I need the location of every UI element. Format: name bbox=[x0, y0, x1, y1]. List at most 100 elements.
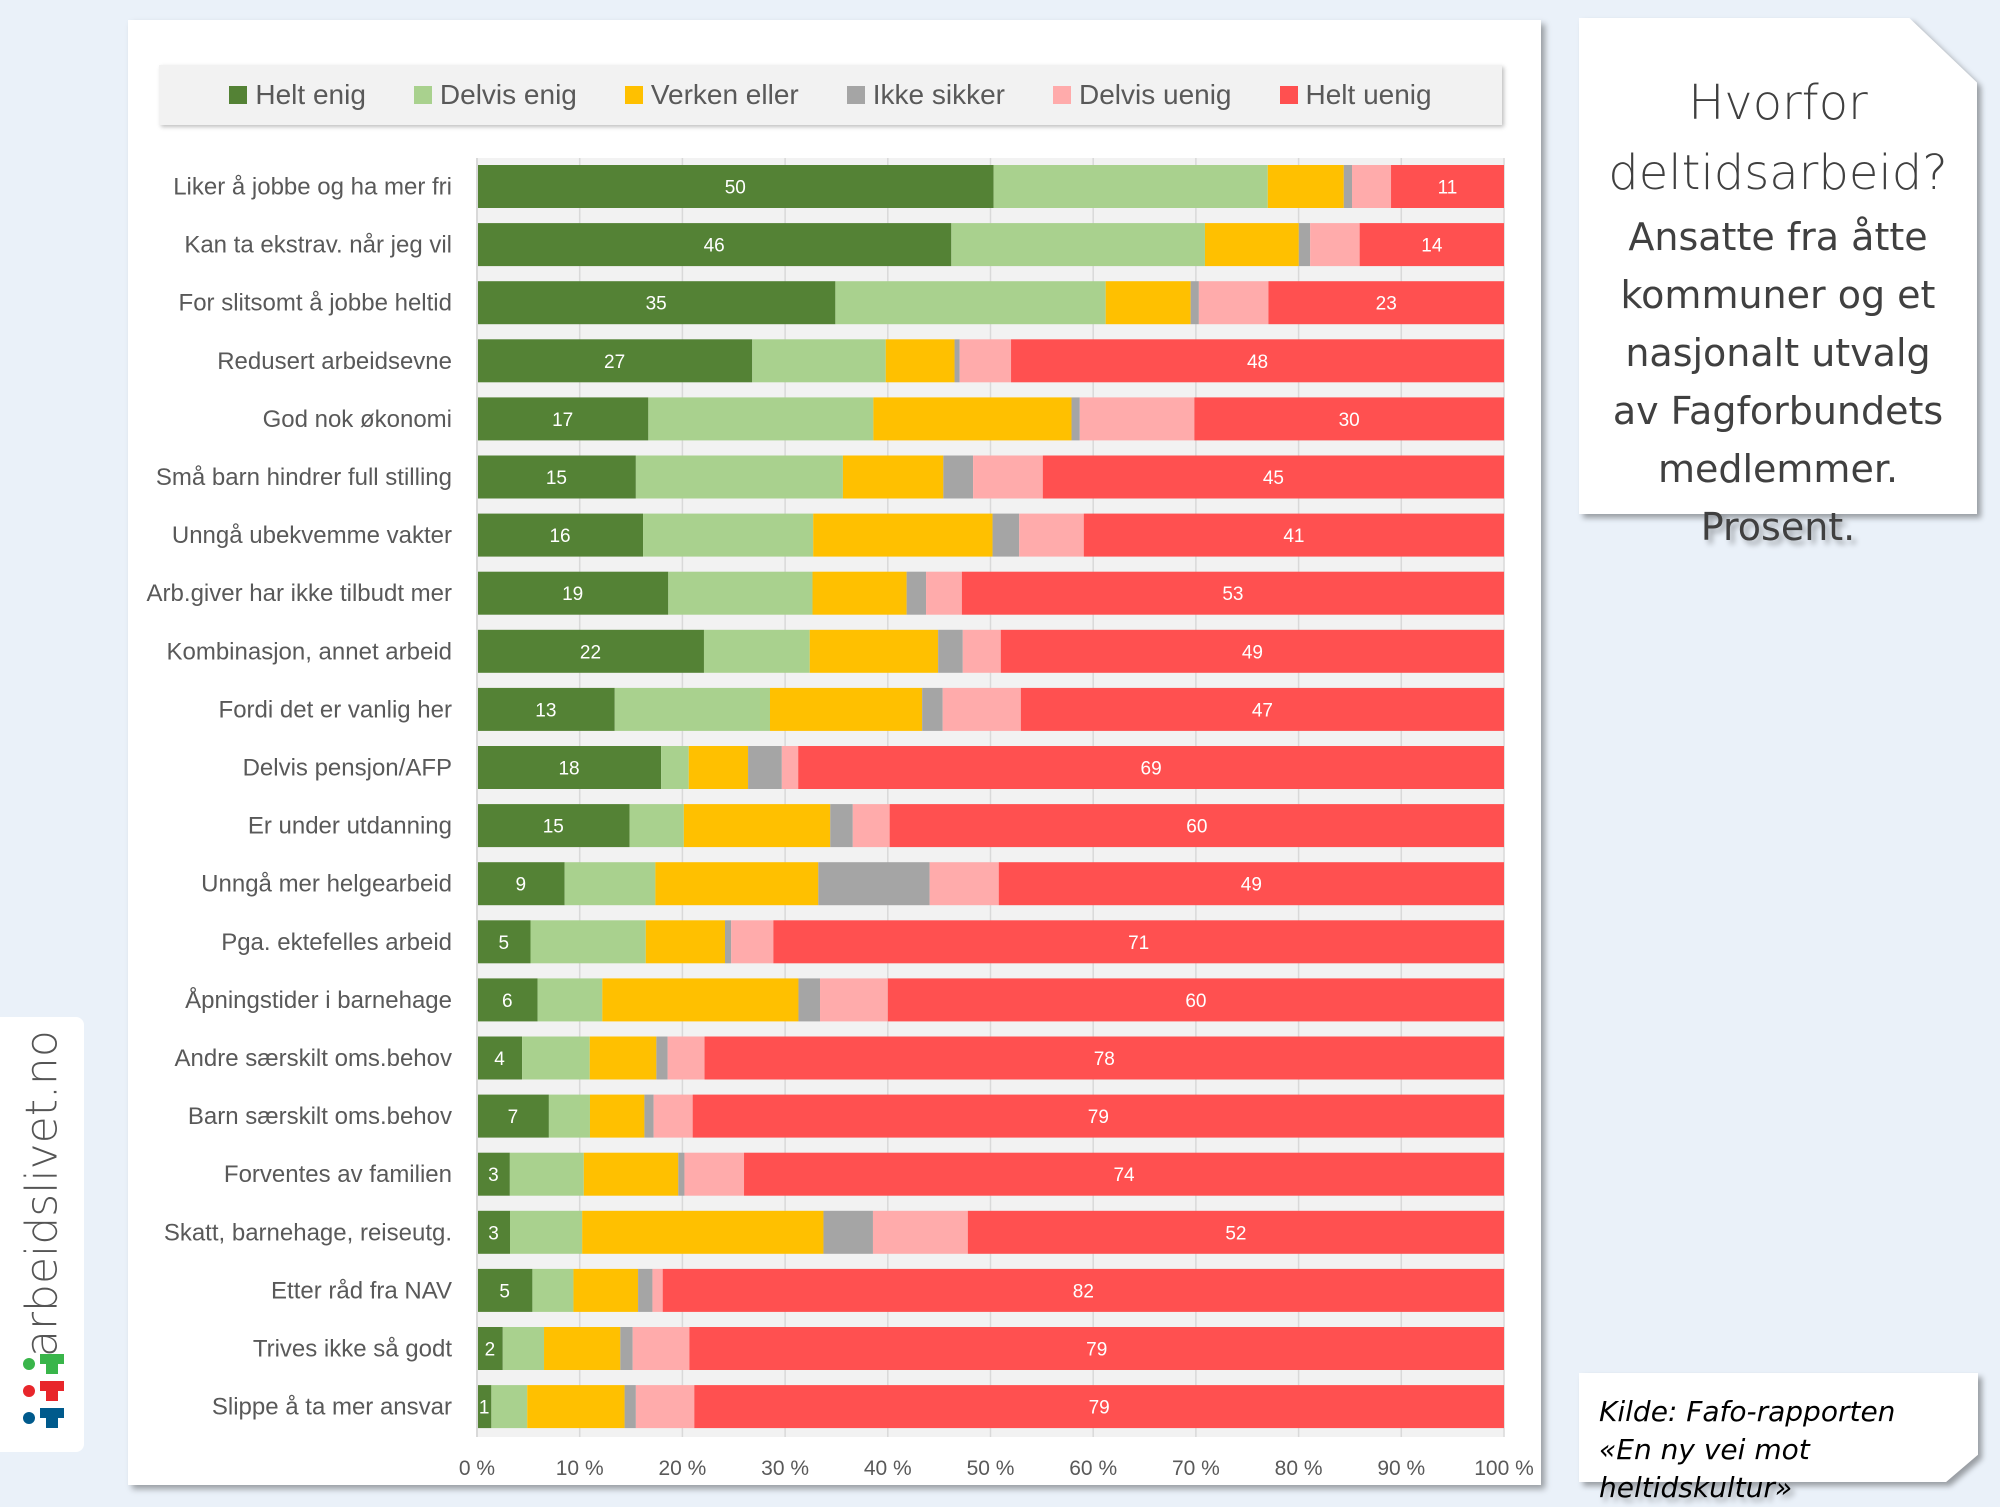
data-label-helt-enig: 15 bbox=[543, 817, 564, 838]
data-label-helt-enig: 7 bbox=[508, 1107, 519, 1128]
bar-segment-verken-eller bbox=[1204, 223, 1299, 267]
legend-item-helt-enig: Helt enig bbox=[229, 79, 366, 111]
bar-segment-verken-eller bbox=[813, 513, 993, 557]
bar-segment-helt-enig bbox=[477, 1268, 533, 1312]
bar-segment-delvis-uenig bbox=[781, 746, 799, 789]
bar-segment-delvis-enig bbox=[532, 1268, 574, 1312]
bar-segment-delvis-enig bbox=[509, 1210, 583, 1254]
bar-segment-ikke-sikker bbox=[954, 339, 960, 383]
subtitle-line-4: av Fagforbundets bbox=[1612, 389, 1944, 433]
category-label: Barn særskilt oms.behov bbox=[188, 1103, 452, 1130]
bar-segment-helt-enig bbox=[477, 1210, 510, 1254]
subtitle-line-6: Prosent. bbox=[1700, 505, 1856, 549]
logo-text: arbeidslivet.no bbox=[16, 1030, 68, 1357]
data-label-helt-enig: 50 bbox=[725, 178, 746, 199]
x-tick-label: 20 % bbox=[658, 1457, 706, 1480]
bar-segment-helt-uenig bbox=[662, 1268, 1504, 1312]
bar-segment-helt-enig bbox=[477, 339, 753, 383]
x-tick-label: 30 % bbox=[761, 1457, 809, 1480]
bar-segment-helt-uenig bbox=[1011, 339, 1504, 383]
bar-segment-delvis-uenig bbox=[962, 629, 1001, 673]
bar-segment-helt-uenig bbox=[704, 1036, 1504, 1080]
logo-person-head bbox=[23, 1385, 35, 1397]
bar-segment-delvis-enig bbox=[668, 571, 813, 615]
data-label-helt-enig: 19 bbox=[562, 584, 583, 605]
bar-segment-ikke-sikker bbox=[656, 1036, 668, 1080]
bar-segment-delvis-uenig bbox=[872, 1210, 968, 1254]
bar-segment-delvis-enig bbox=[752, 339, 886, 383]
legend-swatch-helt-enig bbox=[229, 86, 248, 104]
bar-segment-delvis-enig bbox=[635, 455, 843, 499]
bar-segment-delvis-uenig bbox=[820, 978, 888, 1022]
data-label-helt-enig: 35 bbox=[646, 294, 667, 315]
logo[interactable]: arbeidslivet.no bbox=[0, 1017, 84, 1452]
category-label: For slitsomt å jobbe heltid bbox=[179, 290, 452, 317]
bar-segment-helt-uenig bbox=[1194, 397, 1504, 441]
bar-segment-helt-enig bbox=[477, 687, 615, 731]
subtitle-line-2: kommuner og et bbox=[1620, 273, 1936, 317]
bar-segment-helt-enig bbox=[477, 1036, 523, 1080]
data-label-helt-uenig: 41 bbox=[1283, 526, 1304, 547]
data-label-helt-enig: 3 bbox=[488, 1223, 499, 1244]
bar-segment-helt-enig bbox=[477, 804, 630, 848]
data-label-helt-enig: 46 bbox=[704, 236, 725, 257]
data-label-helt-uenig: 53 bbox=[1222, 584, 1243, 605]
category-label: Andre særskilt oms.behov bbox=[175, 1045, 452, 1072]
data-label-helt-uenig: 52 bbox=[1225, 1223, 1246, 1244]
legend-swatch-delvis-enig bbox=[413, 86, 432, 104]
data-label-helt-uenig: 49 bbox=[1242, 642, 1263, 663]
bar-segment-verken-eller bbox=[842, 455, 944, 499]
category-label: Delvis pensjon/AFP bbox=[243, 755, 452, 782]
bar-segment-verken-eller bbox=[544, 1327, 621, 1370]
data-label-helt-uenig: 79 bbox=[1088, 1107, 1109, 1128]
data-label-helt-enig: 17 bbox=[552, 410, 573, 431]
bar-segment-helt-uenig bbox=[798, 746, 1504, 789]
bar-segment-delvis-uenig bbox=[1310, 223, 1360, 267]
x-tick-label: 80 % bbox=[1275, 1457, 1323, 1480]
bar-segment-helt-enig bbox=[477, 1094, 549, 1138]
bar-segment-delvis-uenig bbox=[731, 920, 774, 964]
bar-segment-helt-uenig bbox=[773, 920, 1504, 964]
bar-segment-delvis-uenig bbox=[1198, 281, 1269, 325]
bar-segment-delvis-enig bbox=[502, 1327, 545, 1370]
bar-segment-verken-eller bbox=[582, 1210, 824, 1254]
bar-segment-delvis-uenig bbox=[1352, 165, 1392, 208]
data-label-helt-enig: 3 bbox=[488, 1165, 499, 1186]
bar-segment-helt-uenig bbox=[1268, 281, 1504, 325]
data-label-helt-enig: 4 bbox=[494, 1049, 505, 1070]
category-label: Redusert arbeidsevne bbox=[217, 348, 452, 375]
bar-segment-verken-eller bbox=[602, 978, 799, 1022]
bar-segment-helt-enig bbox=[477, 1385, 492, 1429]
x-tick-label: 40 % bbox=[864, 1457, 912, 1480]
data-label-helt-uenig: 14 bbox=[1421, 236, 1443, 257]
legend-swatch-ikke-sikker bbox=[846, 86, 865, 104]
bar-segment-verken-eller bbox=[1105, 281, 1191, 325]
data-label-helt-enig: 1 bbox=[479, 1398, 490, 1419]
bar-segment-ikke-sikker bbox=[638, 1268, 653, 1312]
category-label: God nok økonomi bbox=[263, 406, 452, 433]
logo-person-body bbox=[40, 1408, 64, 1428]
bar-segment-helt-uenig bbox=[961, 571, 1504, 615]
chart-title-line-1: Hvorfor bbox=[1688, 75, 1868, 131]
bar-segment-ikke-sikker bbox=[624, 1385, 636, 1429]
bar-segment-delvis-enig bbox=[703, 629, 810, 673]
category-label: Arb.giver har ikke tilbudt mer bbox=[147, 580, 452, 607]
x-tick-label: 90 % bbox=[1377, 1457, 1425, 1480]
logo-person-body bbox=[40, 1381, 64, 1401]
bar-segment-helt-enig bbox=[477, 571, 669, 615]
category-label: Kan ta ekstrav. når jeg vil bbox=[184, 232, 452, 259]
bar-segment-helt-uenig bbox=[744, 1152, 1504, 1196]
bar-segment-delvis-uenig bbox=[929, 862, 999, 906]
data-label-helt-uenig: 11 bbox=[1438, 178, 1458, 199]
bar-segment-helt-uenig bbox=[1391, 165, 1504, 208]
bar-segment-helt-uenig bbox=[689, 1327, 1504, 1370]
category-label: Forventes av familien bbox=[224, 1161, 452, 1188]
legend-swatch-delvis-uenig bbox=[1052, 86, 1071, 104]
bar-segment-delvis-uenig bbox=[684, 1152, 745, 1196]
people-logo-icon bbox=[23, 1354, 64, 1428]
bar-segment-delvis-uenig bbox=[652, 1268, 663, 1312]
bar-segment-helt-enig bbox=[477, 629, 704, 673]
data-label-helt-enig: 9 bbox=[516, 875, 527, 896]
bar-segment-helt-enig bbox=[477, 513, 644, 557]
